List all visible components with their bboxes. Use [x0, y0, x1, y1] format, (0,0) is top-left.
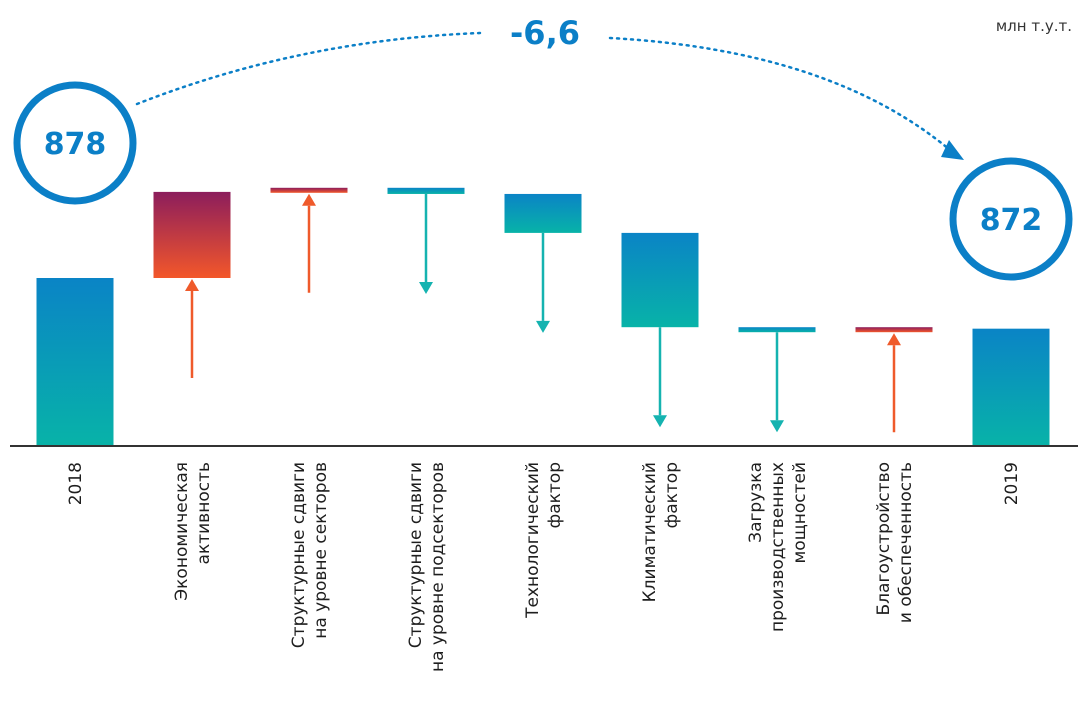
bar-increase-2: [270, 187, 348, 193]
category-label-line: Технологический: [523, 462, 543, 619]
category-label-0: 2018: [66, 462, 86, 505]
category-label-line: на уровне подсекторов: [428, 462, 448, 672]
category-label-3: Структурные сдвиги на уровне подсекторов: [406, 462, 448, 672]
category-label-line: фактор: [662, 462, 682, 528]
category-label-line: Экономическая: [172, 462, 192, 601]
category-label-line: Загрузка: [746, 462, 766, 543]
bar-decrease-6: [738, 327, 816, 333]
category-label-line: Структурные сдвиги: [289, 462, 309, 648]
category-label-7: Благоустройство и обеспеченность: [874, 462, 916, 623]
bar-increase-7: [855, 327, 933, 333]
category-label-line: Климатический: [640, 462, 660, 602]
down-arrow-6: [770, 332, 784, 433]
start-value-bubble: [13, 81, 137, 205]
up-arrow-2: [302, 193, 316, 293]
category-label-line: 2019: [1002, 462, 1022, 505]
change-arc-left: [135, 31, 482, 106]
end-value-bubble: [949, 157, 1073, 281]
change-arc-arrowhead: [941, 140, 964, 160]
category-label-line: активность: [194, 462, 214, 564]
category-label-line: Благоустройство: [874, 462, 894, 616]
category-label-line: мощностей: [790, 462, 810, 564]
up-arrow-7: [887, 333, 901, 433]
arrows-layer: [185, 193, 901, 433]
down-arrow-5: [653, 327, 667, 428]
category-label-1: Экономическая активность: [172, 462, 214, 601]
total-change-label: -6,6: [510, 14, 580, 52]
category-label-line: производственных: [768, 462, 788, 632]
category-label-line: на уровне секторов: [311, 462, 331, 639]
bar-decrease-5: [621, 232, 699, 328]
category-label-line: 2018: [66, 462, 86, 505]
category-label-4: Технологический фактор: [523, 462, 565, 619]
category-label-line: фактор: [545, 462, 565, 528]
category-label-2: Структурные сдвиги на уровне секторов: [289, 462, 331, 648]
up-arrow-1: [185, 279, 199, 378]
bar-total-0: [36, 278, 114, 446]
end-value-label: 872: [980, 203, 1043, 238]
start-value-label: 878: [44, 127, 107, 162]
change-arc-right: [608, 36, 952, 152]
category-label-8: 2019: [1002, 462, 1022, 505]
bar-total-8: [972, 328, 1050, 446]
unit-label: млн т.у.т.: [996, 17, 1072, 35]
down-arrow-3: [419, 193, 433, 294]
bars-layer: [36, 187, 1050, 446]
down-arrow-4: [536, 232, 550, 333]
category-label-line: Структурные сдвиги: [406, 462, 426, 648]
bar-decrease-4: [504, 193, 582, 233]
bar-increase-1: [153, 191, 231, 278]
bar-decrease-3: [387, 187, 465, 194]
category-label-line: и обеспеченность: [896, 462, 916, 623]
category-label-5: Климатический фактор: [640, 462, 682, 602]
category-labels: 2018 Экономическая активность Структурные с…: [66, 462, 1022, 672]
category-label-6: Загрузка производственных мощностей: [746, 462, 810, 632]
